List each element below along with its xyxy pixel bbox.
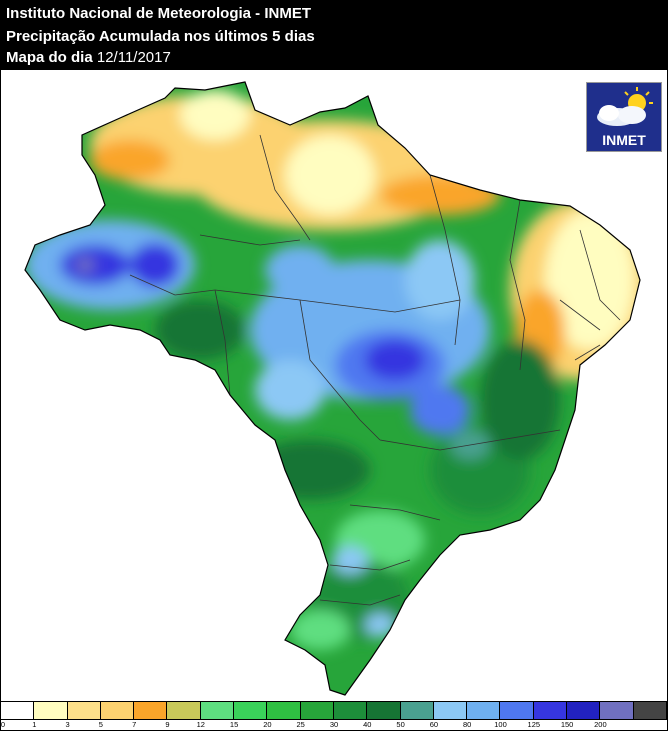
legend-tick-label: 25 [296,720,305,729]
legend-swatch [200,702,235,719]
sun-cloud-icon [597,87,653,126]
legend-tick-label: 40 [363,720,372,729]
legend-tick-label: 50 [396,720,405,729]
inmet-logo: INMET [586,82,662,152]
legend-tick-label: 15 [229,720,239,729]
legend-swatch [500,702,534,719]
legend-tick-label: 100 [494,720,507,729]
map-title: Instituto Nacional de Meteorologia - INM… [6,5,312,22]
legend-swatch [167,702,201,719]
legend-swatch [367,702,401,719]
legend-tick-label: 9 [165,720,170,729]
legend-swatch [567,702,601,719]
legend-swatch [333,702,368,719]
legend-tick-label: 150 [560,720,574,729]
legend-swatch [467,702,501,719]
map-subtitle: Precipitação Acumulada nos últimos 5 dia… [6,28,315,45]
legend-swatch [300,702,334,719]
legend-swatch [600,702,634,719]
color-legend: 0 1 3 5 7 9 12 15 20 25 30 40 50 60 80 100 125 150 200 [0,701,668,731]
logo-text: INMET [602,132,646,148]
legend-swatch [134,702,168,719]
legend-tick-label: 1 [32,720,37,729]
legend-tick-label: 0 [0,720,6,729]
legend-tick-label: 80 [463,720,472,729]
map-header: Instituto Nacional de Meteorologia - INM… [0,0,668,70]
map-date-label: Mapa do dia [6,49,93,66]
legend-swatch [34,702,68,719]
legend-swatch [267,702,301,719]
legend-tick-label: 5 [98,720,103,729]
legend-swatch [433,702,468,719]
state-borders [129,134,621,606]
legend-swatch [67,702,101,719]
legend-swatch [533,702,568,719]
legend-tick-label: 60 [429,720,439,729]
legend-swatch [400,702,434,719]
precipitation-map [24,81,641,696]
legend-ticks: 0 1 3 5 7 9 12 15 20 25 30 40 50 60 80 100 125 150 200 [0,720,668,730]
legend-tick-label: 12 [196,720,205,729]
legend-swatch [1,702,35,719]
legend-tick-label: 7 [132,720,137,729]
legend-tick-label: 125 [527,720,541,729]
legend-tick-label: 20 [263,720,272,729]
legend-swatches [1,701,667,720]
legend-swatch [100,702,135,719]
legend-swatch [234,702,268,719]
legend-swatch [633,702,667,719]
map-date: 12/11/2017 [96,49,171,66]
legend-tick-label: 200 [594,720,607,729]
legend-tick-label: 30 [329,720,339,729]
map-date-line: Mapa do dia 12/11/2017 [6,49,171,67]
precipitation-field [25,82,640,695]
legend-tick-label: 3 [65,720,70,729]
